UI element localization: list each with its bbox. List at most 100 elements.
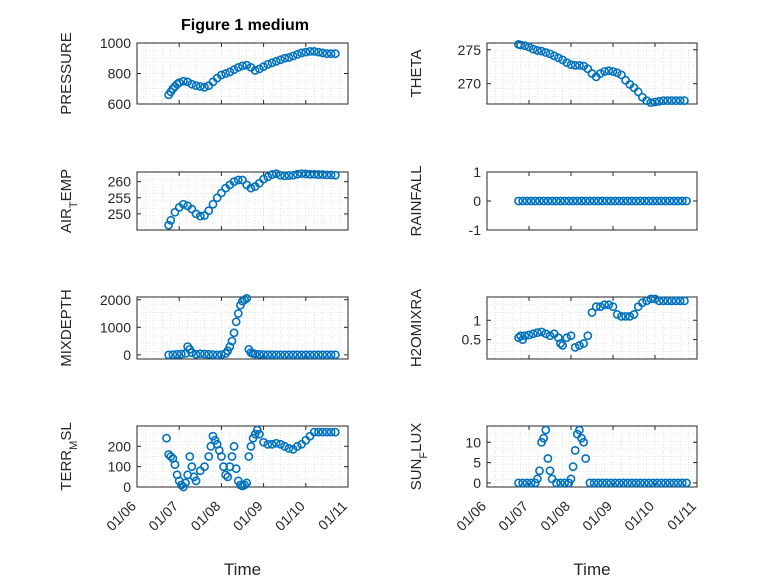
data-point (191, 476, 201, 486)
data-point (562, 333, 572, 343)
data-point (191, 209, 201, 219)
data-point (600, 300, 609, 310)
data-point (623, 478, 633, 488)
data-point (669, 478, 679, 488)
x-tick-label: 01/10 (621, 498, 657, 534)
data-point (675, 296, 685, 306)
data-point (528, 44, 538, 54)
data-point (330, 427, 340, 437)
data-point (191, 349, 201, 359)
data-point (604, 66, 614, 76)
data-point (267, 170, 277, 179)
data-point (174, 78, 184, 88)
data-point (229, 328, 239, 338)
data-point (533, 46, 542, 55)
data-point (539, 433, 549, 443)
data-point (229, 177, 239, 187)
data-point (322, 427, 332, 437)
data-point (164, 350, 174, 360)
data-point (254, 64, 264, 74)
data-point (556, 196, 565, 206)
data-point (568, 196, 578, 206)
data-point (635, 478, 645, 488)
data-point (271, 56, 281, 66)
data-point (579, 339, 588, 348)
data-point (276, 170, 285, 180)
x-axis-label: Time (224, 560, 261, 579)
data-point (545, 466, 555, 476)
data-point (682, 478, 691, 488)
data-point (176, 349, 186, 359)
data-point (570, 60, 580, 70)
y-tick-label: 0 (123, 479, 131, 495)
data-point (276, 55, 285, 65)
data-point (250, 66, 260, 75)
data-point (551, 196, 561, 206)
data-point (621, 311, 630, 321)
data-point (259, 62, 268, 72)
series-points (164, 46, 340, 100)
data-point (614, 196, 624, 206)
data-point (654, 296, 664, 306)
data-point (680, 96, 689, 106)
data-point (200, 462, 209, 472)
y-tick-label: 0 (123, 347, 131, 363)
data-point (195, 82, 205, 91)
data-point (629, 310, 639, 319)
data-point (659, 96, 668, 106)
data-point (516, 40, 525, 50)
data-point (514, 196, 523, 206)
data-point (322, 49, 332, 59)
data-point (671, 296, 681, 306)
data-point (564, 196, 574, 206)
data-point (284, 350, 294, 360)
y-tick-label: 260 (108, 174, 132, 190)
data-point (250, 349, 260, 359)
x-tick-label: 01/07 (145, 498, 181, 534)
data-point (585, 478, 595, 488)
data-point (322, 170, 332, 180)
data-point (541, 48, 551, 57)
data-point (216, 452, 226, 461)
data-point (216, 350, 226, 359)
data-point (535, 466, 544, 476)
figure-title: Figure 1 medium (181, 17, 309, 34)
data-point (518, 196, 528, 206)
data-point (288, 350, 298, 360)
data-point (646, 294, 656, 304)
data-point (610, 196, 620, 206)
axes-box (486, 296, 698, 360)
data-point (526, 196, 536, 206)
data-point (254, 429, 264, 439)
data-point (644, 196, 654, 206)
data-point (229, 441, 239, 451)
data-point (326, 350, 336, 360)
data-point (675, 96, 685, 106)
data-point (305, 431, 315, 441)
data-point (619, 196, 628, 206)
data-point (280, 53, 290, 63)
data-point (518, 478, 528, 488)
x-tick-label: 01/09 (230, 498, 266, 534)
data-point (606, 196, 616, 206)
data-point (242, 60, 252, 70)
data-point (176, 480, 186, 490)
data-point (305, 46, 315, 56)
data-point (284, 53, 294, 62)
y-tick-label: 0 (473, 193, 481, 209)
series-points (514, 196, 691, 206)
data-point (520, 41, 530, 51)
subplot-1: 600 800 1000 PRESSURE (58, 32, 349, 115)
data-point (280, 441, 290, 451)
y-axis-label: AIRTEMP (58, 169, 80, 233)
data-point (221, 69, 231, 78)
data-point (297, 350, 306, 360)
data-point (276, 439, 285, 449)
data-point (288, 51, 298, 61)
data-point (172, 349, 182, 359)
data-point (187, 348, 197, 358)
data-point (562, 58, 572, 68)
data-point (326, 170, 336, 180)
data-point (623, 196, 633, 206)
data-point (200, 349, 209, 359)
